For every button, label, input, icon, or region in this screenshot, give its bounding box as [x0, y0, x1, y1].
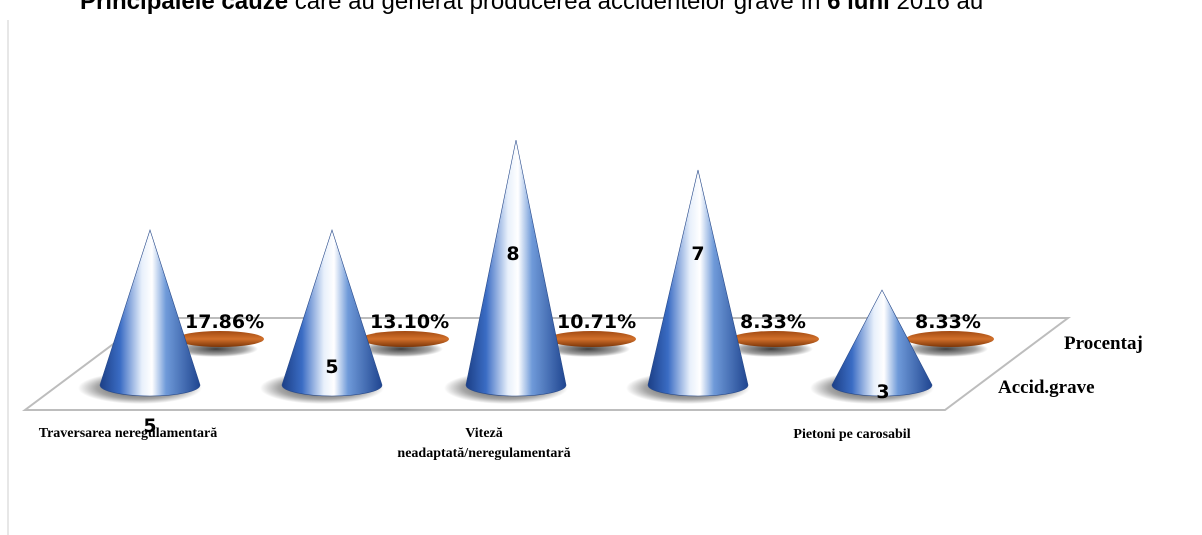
category-label: Pietoni pe carosabil	[793, 427, 910, 442]
accid-grave-cone	[99, 229, 201, 397]
procentaj-label: 8.33%	[740, 311, 806, 333]
procentaj-disc	[906, 331, 994, 347]
accid-grave-cone	[281, 229, 383, 397]
accid-grave-label: 5	[325, 356, 338, 378]
procentaj-disc	[361, 331, 449, 347]
procentaj-label: 10.71%	[557, 311, 636, 333]
accid-grave-label: 7	[691, 243, 704, 265]
category-label: neadaptată/neregulamentară	[397, 446, 570, 461]
title-part-4: 6 luni	[827, 0, 890, 15]
category-label: Viteză	[465, 426, 503, 441]
series-label-procentaj: Procentaj	[1064, 333, 1143, 354]
procentaj-disc	[731, 331, 819, 347]
title-part-1: Principalele	[80, 0, 215, 15]
title-part-3: care au generat producerea accidentelor …	[294, 0, 821, 15]
title-part-2: cauze	[221, 0, 289, 15]
accid-grave-label: 3	[876, 381, 889, 403]
series-label-accid-grave: Accid.grave	[998, 377, 1095, 398]
chart-title: Principalele cauze care au generat produ…	[80, 0, 1202, 16]
accid-grave-cone	[647, 169, 749, 397]
accid-grave-label: 5	[143, 415, 156, 437]
accid-grave-cone	[465, 139, 567, 397]
accid-grave-cone	[831, 289, 933, 397]
procentaj-disc	[176, 331, 264, 347]
procentaj-label: 17.86%	[185, 311, 264, 333]
procentaj-label: 13.10%	[370, 311, 449, 333]
category-label: Traversarea neregulamentară	[39, 426, 217, 441]
accid-grave-label: 8	[506, 243, 519, 265]
title-part-5: 2016 au	[896, 0, 984, 15]
procentaj-disc	[548, 331, 636, 347]
procentaj-label: 8.33%	[915, 311, 981, 333]
